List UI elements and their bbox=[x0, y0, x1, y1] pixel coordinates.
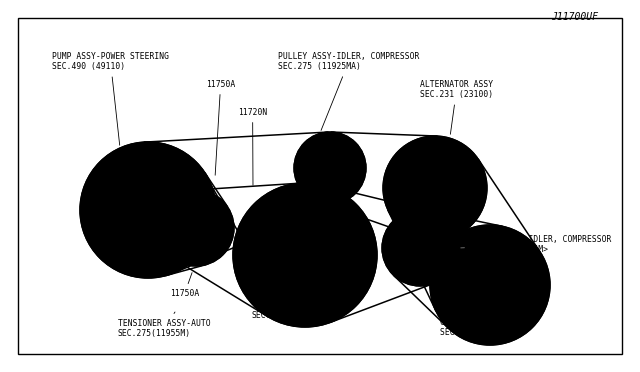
Text: PULLEY ASSY-IDLER, COMPRESSOR
SEC.275 <11925M>: PULLEY ASSY-IDLER, COMPRESSOR SEC.275 <1… bbox=[461, 235, 611, 254]
Text: TENSIONER ASSY-AUTO
SEC.275(11955M): TENSIONER ASSY-AUTO SEC.275(11955M) bbox=[118, 312, 211, 338]
Text: COMPRESSOR-COOLER
SEC.274 (27630): COMPRESSOR-COOLER SEC.274 (27630) bbox=[440, 318, 523, 337]
Circle shape bbox=[430, 225, 550, 345]
Circle shape bbox=[382, 210, 458, 286]
Text: 11750A: 11750A bbox=[206, 80, 236, 175]
Circle shape bbox=[80, 142, 216, 278]
Text: ALTERNATOR ASSY
SEC.231 (23100): ALTERNATOR ASSY SEC.231 (23100) bbox=[420, 80, 493, 134]
Text: J11700UF: J11700UF bbox=[551, 12, 598, 22]
Text: PULLEY-CRANKSHAFT
SEC.120(12303): PULLEY-CRANKSHAFT SEC.120(12303) bbox=[252, 301, 335, 320]
Text: PULLEY ASSY-IDLER, COMPRESSOR
SEC.275 (11925MA): PULLEY ASSY-IDLER, COMPRESSOR SEC.275 (1… bbox=[278, 52, 419, 131]
Circle shape bbox=[294, 132, 366, 204]
Circle shape bbox=[383, 136, 487, 240]
Circle shape bbox=[233, 183, 377, 327]
Text: 11750A: 11750A bbox=[170, 273, 199, 298]
Text: 11720N: 11720N bbox=[238, 108, 268, 185]
Text: PUMP ASSY-POWER STEERING
SEC.490 (49110): PUMP ASSY-POWER STEERING SEC.490 (49110) bbox=[52, 52, 169, 145]
Circle shape bbox=[158, 190, 234, 266]
